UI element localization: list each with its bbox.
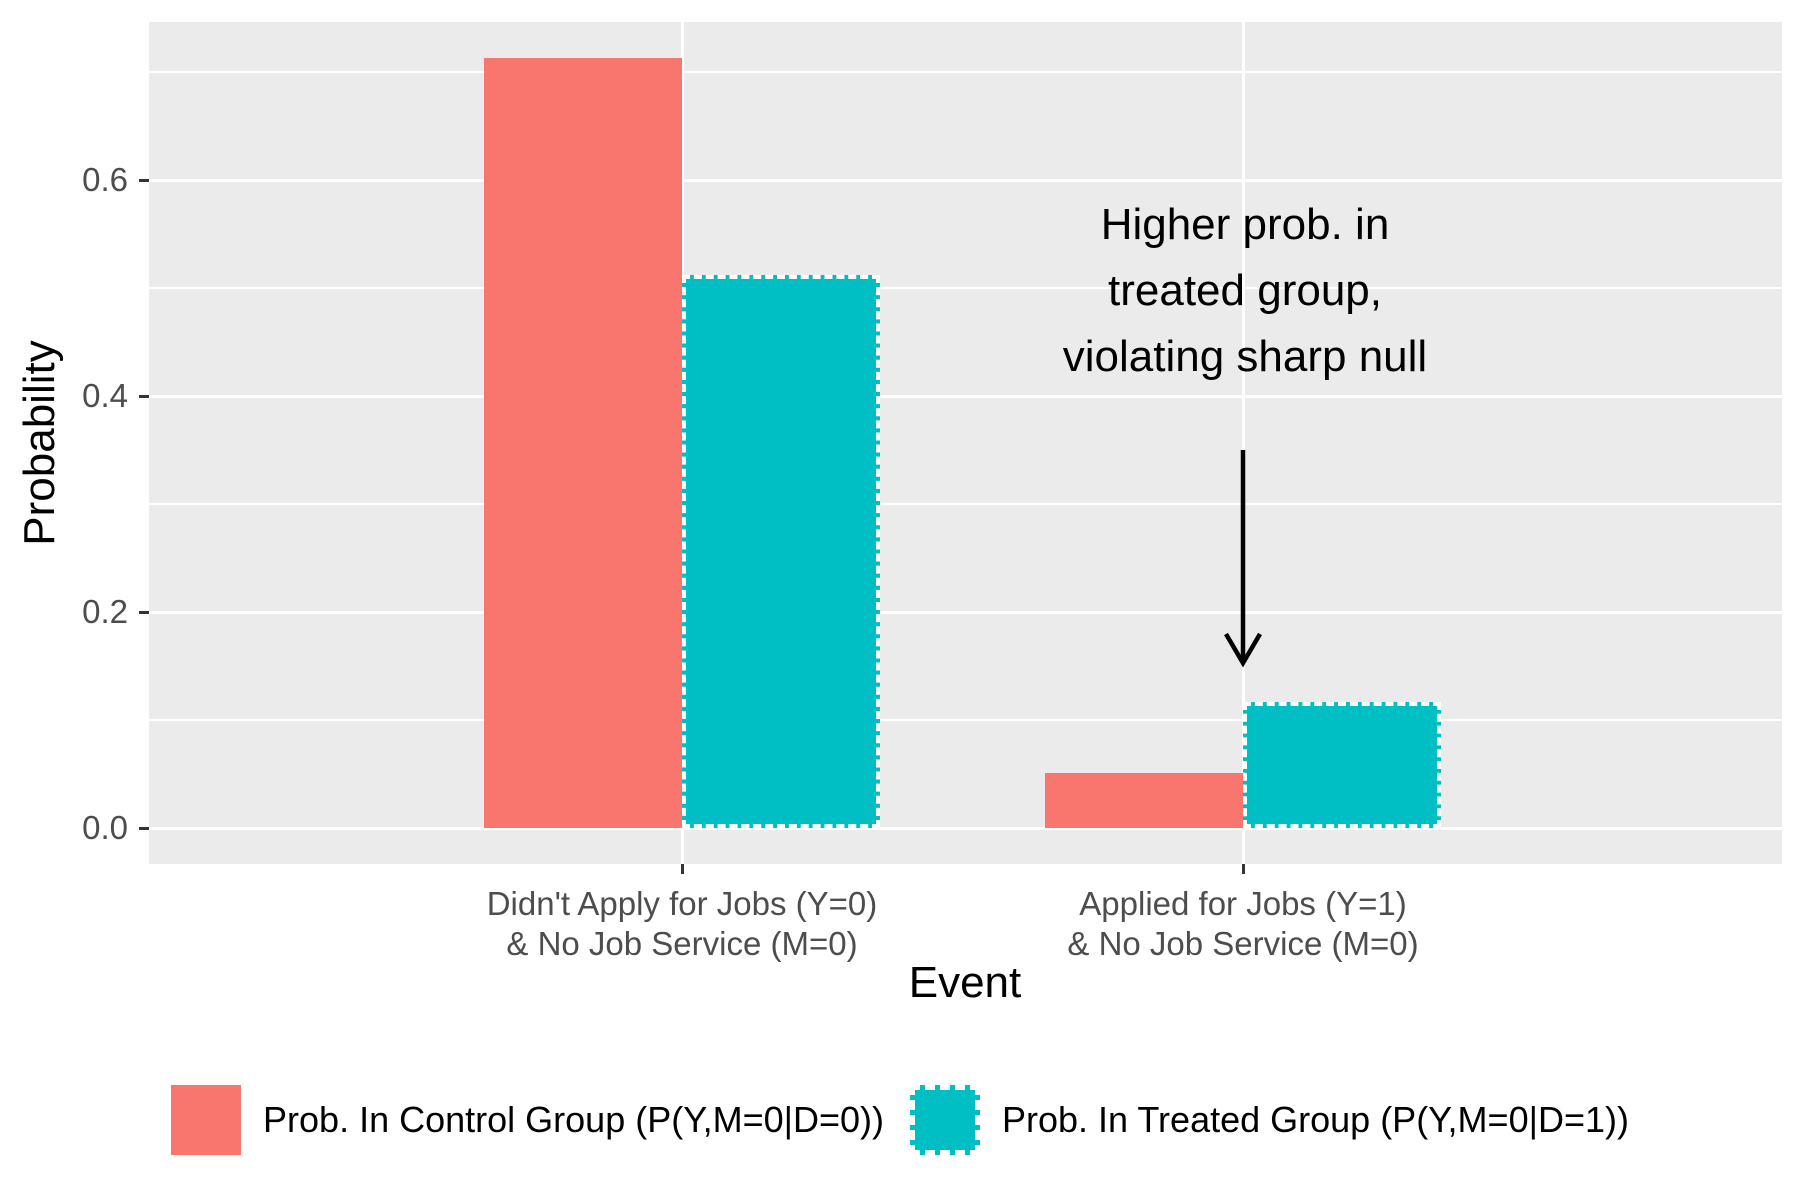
gridline-major — [149, 826, 1782, 830]
y-tick-label: 0.0 — [82, 809, 128, 846]
gridline-minor — [149, 71, 1782, 73]
annotation-line2: treated group, — [1108, 266, 1382, 315]
plot-panel — [149, 22, 1782, 864]
y-tick-mark — [139, 826, 149, 830]
x-tick-mark-cat2 — [1242, 864, 1245, 874]
legend-entry-treated: Prob. In Treated Group (P(Y,M=0|D=1)) — [909, 1085, 1629, 1155]
y-tick-mark — [139, 610, 149, 614]
legend-label-treated: Prob. In Treated Group (P(Y,M=0|D=1)) — [1001, 1099, 1629, 1140]
x-tick-label-cat2: Applied for Jobs (Y=1) & No Job Service … — [983, 884, 1503, 964]
y-tick-mark — [139, 178, 149, 182]
x-axis-title: Event — [908, 958, 1022, 1007]
x-tick-label-cat1-line2: & No Job Service (M=0) — [506, 925, 858, 962]
bar-control-cat1 — [484, 57, 682, 828]
x-tick-mark-cat1 — [681, 864, 684, 874]
gridline-major — [149, 178, 1782, 182]
x-tick-label-cat2-line2: & No Job Service (M=0) — [1067, 925, 1419, 962]
bar-treated-cat1 — [682, 275, 880, 828]
y-tick-label: 0.2 — [82, 593, 128, 630]
legend: Prob. In Control Group (P(Y,M=0|D=0)) Pr… — [0, 1080, 1800, 1160]
bar-treated-cat2 — [1243, 701, 1441, 828]
x-tick-label-cat2-line1: Applied for Jobs (Y=1) — [1079, 885, 1407, 922]
y-tick-label: 0.6 — [82, 161, 128, 198]
gridline-major — [149, 394, 1782, 398]
gridline-minor — [149, 287, 1782, 289]
gridline-minor — [149, 719, 1782, 721]
legend-key-control-swatch — [171, 1085, 242, 1155]
legend-label-control: Prob. In Control Group (P(Y,M=0|D=0)) — [263, 1099, 884, 1140]
gridline-minor — [149, 503, 1782, 505]
legend-entry-control: Prob. In Control Group (P(Y,M=0|D=0)) — [171, 1085, 884, 1155]
annotation-line1: Higher prob. in — [1100, 200, 1390, 249]
legend-key-treated-swatch — [909, 1085, 980, 1155]
y-axis-title: Probability — [15, 340, 64, 546]
y-tick-mark — [139, 394, 149, 398]
gridline-vertical — [1241, 22, 1245, 864]
x-tick-label-cat1-line1: Didn't Apply for Jobs (Y=0) — [486, 885, 878, 922]
x-tick-label-cat1: Didn't Apply for Jobs (Y=0) & No Job Ser… — [422, 884, 942, 964]
annotation-text: Higher prob. in treated group, violating… — [945, 192, 1545, 390]
down-arrow-icon — [1224, 450, 1262, 668]
bar-control-cat2 — [1045, 772, 1243, 828]
gridline-major — [149, 610, 1782, 614]
annotation-line3: violating sharp null — [1062, 332, 1428, 381]
y-tick-label: 0.4 — [82, 377, 128, 414]
